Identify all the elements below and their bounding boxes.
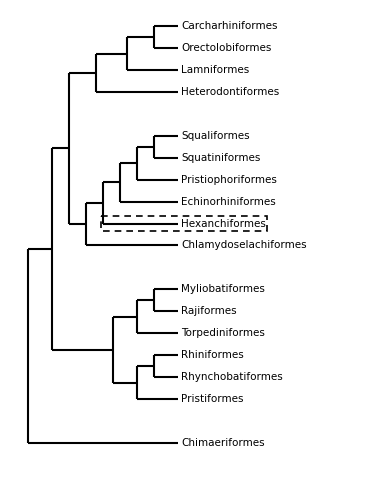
Text: Squatiniformes: Squatiniformes (181, 153, 260, 163)
Text: Myliobatiformes: Myliobatiformes (181, 284, 265, 294)
Text: Echinorhiniformes: Echinorhiniformes (181, 197, 276, 206)
Text: Squaliformes: Squaliformes (181, 131, 249, 141)
Text: Rhiniformes: Rhiniformes (181, 350, 244, 360)
Text: Rajiformes: Rajiformes (181, 306, 236, 316)
Text: Rhynchobatiformes: Rhynchobatiformes (181, 372, 283, 382)
Text: Heterodontiformes: Heterodontiformes (181, 87, 279, 97)
Text: Carcharhiniformes: Carcharhiniformes (181, 21, 278, 31)
Text: Chlamydoselachiformes: Chlamydoselachiformes (181, 240, 306, 251)
Text: Pristiophoriformes: Pristiophoriformes (181, 175, 277, 185)
Text: Hexanchiformes: Hexanchiformes (181, 218, 266, 228)
Text: Chimaeriformes: Chimaeriformes (181, 438, 265, 448)
Text: Torpediniformes: Torpediniformes (181, 328, 265, 338)
Text: Lamniformes: Lamniformes (181, 65, 249, 75)
Bar (101, 216, 267, 231)
Text: Orectolobiformes: Orectolobiformes (181, 43, 271, 53)
Text: Pristiformes: Pristiformes (181, 394, 243, 404)
